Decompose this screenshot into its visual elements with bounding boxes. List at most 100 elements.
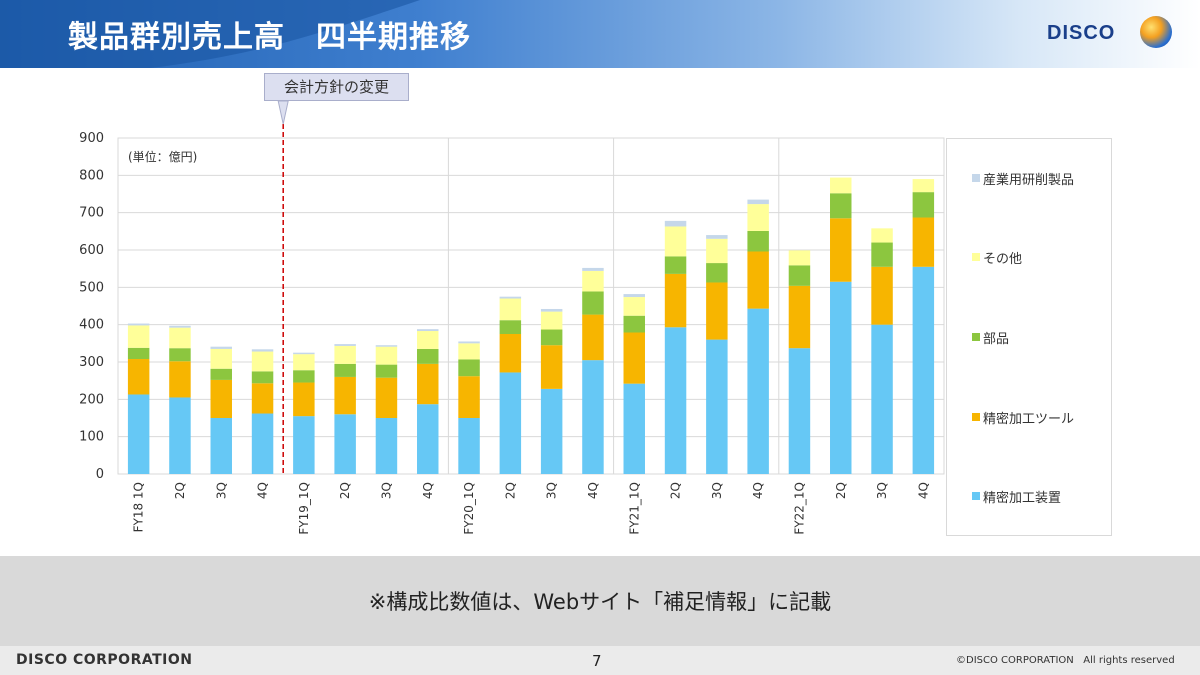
y-tick-label: 0 — [96, 467, 104, 482]
note-band — [0, 556, 1200, 646]
legend-item-tools: 精密加工ツール — [972, 408, 1075, 427]
logo-text: DISCO — [1047, 22, 1116, 44]
bar-segment — [788, 265, 811, 286]
bar-segment — [499, 320, 522, 334]
bar-segment — [499, 298, 522, 321]
callout-pointer — [277, 100, 289, 125]
bar-segment — [706, 263, 728, 283]
x-tick-label: 3Q — [545, 482, 559, 499]
bar-segment — [582, 314, 604, 361]
bar-segment — [830, 177, 852, 194]
y-tick-label: 200 — [79, 392, 104, 407]
bar-segment — [458, 343, 480, 360]
x-tick-label: 4Q — [421, 482, 435, 499]
bar-segment — [871, 266, 893, 325]
bar-segment — [127, 394, 150, 474]
bar-segment — [251, 349, 274, 352]
x-tick-label: 2Q — [503, 482, 517, 499]
footnote: ※構成比数値は、Webサイト「補足情報」に記載 — [368, 590, 832, 614]
x-tick-label: 2Q — [669, 482, 683, 499]
legend-swatch — [972, 174, 980, 182]
bar-segment — [623, 315, 645, 333]
legend-swatch — [972, 413, 980, 421]
bar-segment — [747, 251, 769, 309]
bar-segment — [912, 217, 935, 267]
bar-segment — [664, 256, 687, 274]
bar-segment — [375, 364, 398, 378]
bar-segment — [623, 294, 645, 298]
bar-segment — [747, 308, 769, 474]
legend-label: 精密加工装置 — [983, 491, 1062, 506]
bar-segment — [375, 418, 398, 474]
legend-swatch — [972, 253, 980, 261]
bar-segment — [830, 281, 852, 474]
legend-label: 精密加工ツール — [983, 412, 1075, 427]
x-tick-label: 3Q — [379, 482, 393, 499]
x-tick-label: 4Q — [916, 482, 930, 499]
bar-segment — [871, 324, 893, 474]
y-tick-label: 600 — [79, 243, 104, 258]
x-tick-label: 4Q — [256, 482, 270, 499]
bar-segment — [169, 397, 191, 474]
bar-segment — [417, 404, 439, 474]
y-tick-label: 800 — [79, 168, 104, 183]
bar-segment — [540, 345, 563, 389]
bar-segment — [664, 226, 687, 257]
bar-segment — [293, 416, 315, 474]
bar-segment — [458, 418, 480, 474]
bar-segment — [458, 341, 480, 344]
bar-segment — [499, 372, 522, 474]
y-tick-label: 400 — [79, 318, 104, 333]
bar-segment — [540, 329, 563, 346]
legend-item-grinding: 産業用研削製品 — [972, 169, 1075, 188]
bar-segment — [623, 383, 645, 474]
x-tick-label: 2Q — [173, 482, 187, 499]
bar-segment — [417, 363, 439, 405]
bar-segment — [169, 348, 191, 362]
bar-segment — [127, 347, 150, 360]
bar-segment — [210, 418, 232, 474]
legend-label: 産業用研削製品 — [983, 173, 1075, 188]
corporation-name: DISCO CORPORATION — [16, 652, 193, 668]
chart-legend: 産業用研削製品 その他 部品 精密加工ツール 精密加工装置 — [946, 138, 1112, 536]
bars-layer — [127, 177, 935, 474]
bar-segment — [375, 345, 398, 347]
annotation-callout: 会計方針の変更 — [264, 73, 409, 101]
bar-segment — [251, 383, 274, 414]
bar-segment — [499, 296, 522, 299]
bar-segment — [664, 327, 687, 474]
legend-label: 部品 — [983, 332, 1010, 347]
legend-label: その他 — [983, 252, 1023, 267]
bar-segment — [788, 285, 811, 349]
x-tick-label: 2Q — [834, 482, 848, 499]
bar-segment — [293, 354, 315, 371]
bar-segment — [334, 414, 356, 474]
bar-segment — [664, 273, 687, 328]
bar-segment — [706, 339, 728, 474]
bar-segment — [169, 361, 191, 398]
page-number: 7 — [592, 652, 602, 670]
bar-segment — [747, 204, 769, 231]
header-swoosh-decoration — [0, 0, 420, 68]
bar-segment — [293, 370, 315, 383]
axis-layer: 0 100 200 300 400 500 600 700 800 900 FY18 1Q 2Q 3Q 4… — [79, 100, 930, 535]
bar-segment — [706, 282, 728, 340]
bar-segment — [871, 228, 893, 243]
bar-segment — [830, 218, 852, 282]
legend-item-other: その他 — [972, 248, 1023, 267]
bar-segment — [623, 332, 645, 384]
bar-segment — [582, 270, 604, 292]
bar-segment — [582, 267, 604, 271]
legend-item-parts: 部品 — [972, 328, 1010, 347]
bar-segment — [458, 376, 480, 418]
bar-segment — [499, 334, 522, 373]
bar-segment — [623, 297, 645, 316]
bottom-bar — [0, 646, 1200, 675]
legend-swatch — [972, 492, 980, 500]
bar-segment — [210, 348, 232, 369]
bar-segment — [127, 325, 150, 348]
bar-segment — [830, 193, 852, 219]
bar-segment — [458, 359, 480, 377]
x-tick-label: FY20_1Q — [462, 482, 476, 535]
bar-segment — [169, 325, 191, 328]
